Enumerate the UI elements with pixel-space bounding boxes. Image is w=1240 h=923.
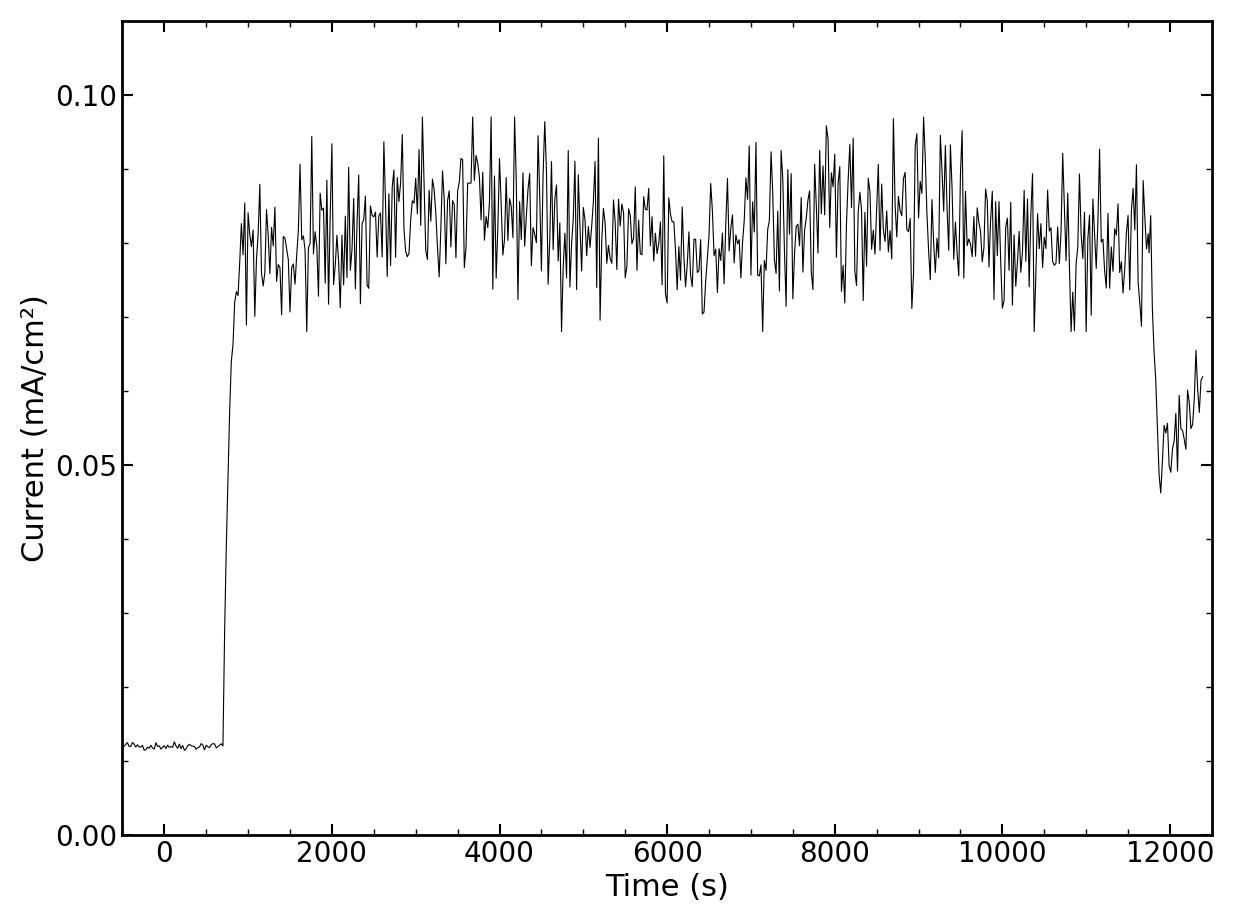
- X-axis label: Time (s): Time (s): [605, 873, 729, 902]
- Y-axis label: Current (mA/cm²): Current (mA/cm²): [21, 294, 50, 562]
